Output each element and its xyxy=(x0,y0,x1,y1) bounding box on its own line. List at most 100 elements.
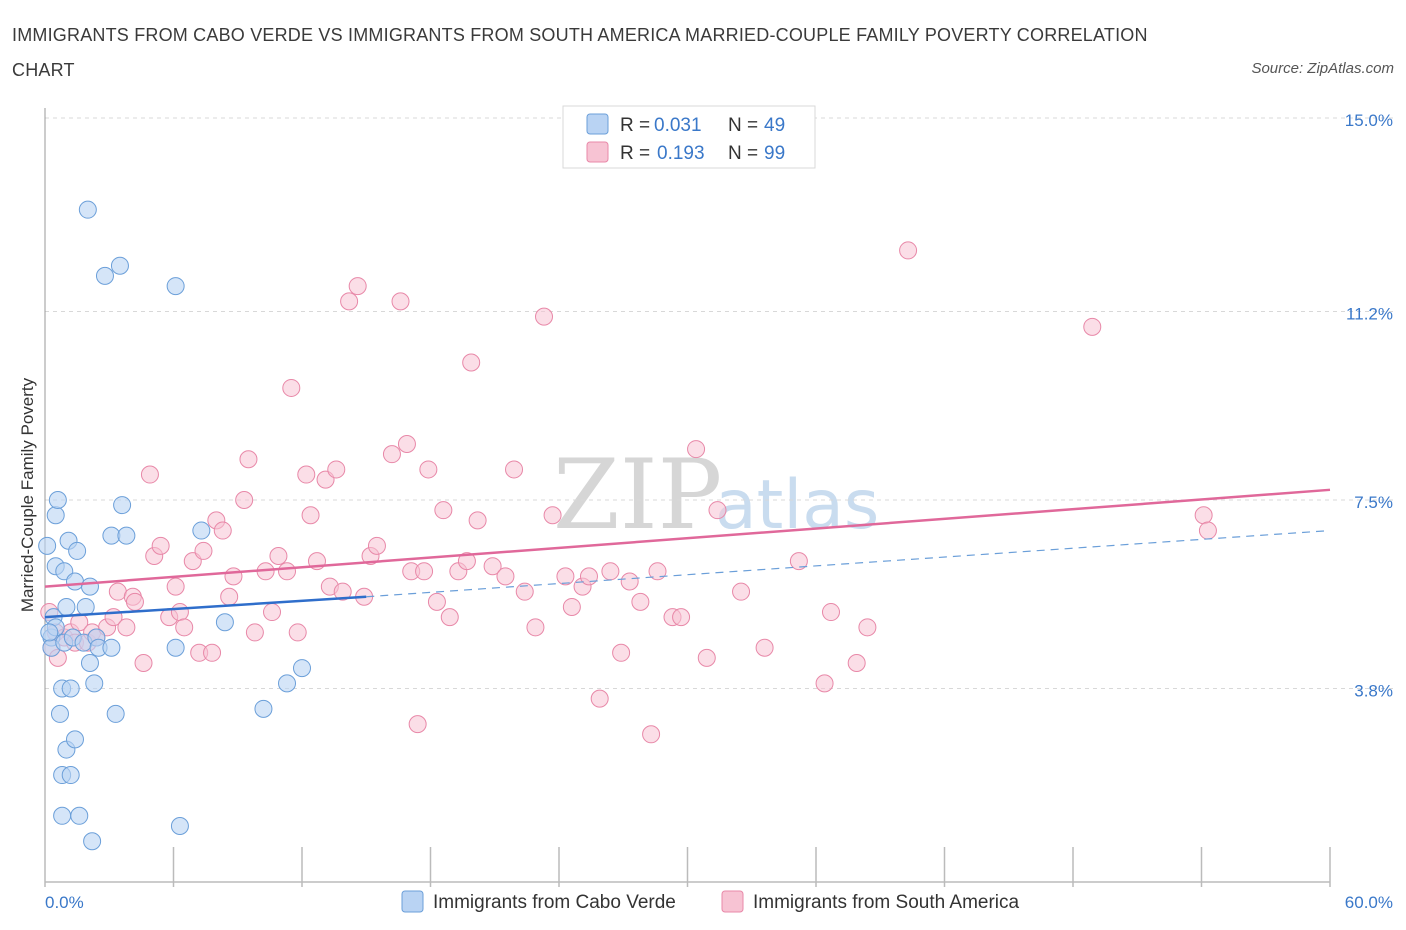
point-south-america xyxy=(419,460,438,479)
point-south-america xyxy=(440,608,459,627)
point-cabo-verde xyxy=(68,541,87,560)
point-south-america xyxy=(134,653,153,672)
point-south-america xyxy=(408,715,427,734)
y-axis-title: Married-Couple Family Poverty xyxy=(18,377,37,612)
point-south-america xyxy=(815,674,834,693)
point-cabo-verde xyxy=(102,526,121,545)
point-south-america xyxy=(397,434,416,453)
point-south-america xyxy=(245,623,264,642)
legend-n-label-blue: N = xyxy=(728,115,758,136)
point-south-america xyxy=(505,460,524,479)
legend-n-value-pink: 99 xyxy=(764,143,785,164)
point-south-america xyxy=(327,460,346,479)
point-cabo-verde xyxy=(85,674,104,693)
point-south-america xyxy=(263,603,282,622)
legend-n-label-pink: N = xyxy=(728,143,758,164)
point-cabo-verde xyxy=(254,699,273,718)
legend-box: R = 0.031 N = 49 R = 0.193 N = 99 xyxy=(562,105,816,169)
point-south-america xyxy=(235,491,254,509)
legend-r-value-blue: 0.031 xyxy=(654,115,702,136)
point-south-america xyxy=(1083,317,1102,336)
point-south-america xyxy=(642,725,661,744)
point-cabo-verde xyxy=(80,577,99,596)
point-south-america xyxy=(434,501,453,520)
point-south-america xyxy=(847,653,866,672)
point-south-america xyxy=(755,638,774,657)
point-cabo-verde xyxy=(40,623,59,642)
point-south-america xyxy=(213,521,232,540)
point-south-america xyxy=(175,618,194,637)
point-south-america xyxy=(515,582,534,601)
legend-n-value-blue: 49 xyxy=(764,115,785,136)
point-south-america xyxy=(556,567,575,586)
point-cabo-verde xyxy=(170,816,189,835)
point-south-america xyxy=(687,440,706,459)
trend-line-south-america xyxy=(44,488,1331,588)
point-south-america xyxy=(203,643,222,662)
point-south-america xyxy=(620,572,639,591)
legend-r-label-pink: R = xyxy=(620,143,650,164)
gridlines xyxy=(45,117,1393,689)
point-south-america xyxy=(194,541,213,560)
point-cabo-verde xyxy=(215,613,234,632)
point-cabo-verde xyxy=(48,491,67,509)
point-south-america xyxy=(301,506,320,525)
point-south-america xyxy=(562,597,581,616)
point-south-america xyxy=(648,562,667,581)
bottom-legend-label-blue: Immigrants from Cabo Verde xyxy=(433,892,676,913)
point-south-america xyxy=(367,536,386,555)
bottom-legend-swatch-blue xyxy=(401,890,424,913)
point-cabo-verde xyxy=(95,266,114,285)
point-south-america xyxy=(220,587,239,606)
point-south-america xyxy=(535,307,554,326)
bottom-legend-label-pink: Immigrants from South America xyxy=(753,892,1020,913)
point-south-america xyxy=(457,552,476,571)
point-cabo-verde xyxy=(38,536,57,555)
point-south-america xyxy=(348,277,367,296)
bottom-legend: Immigrants from Cabo Verde Immigrants fr… xyxy=(401,890,1020,913)
point-south-america xyxy=(590,689,609,708)
point-south-america xyxy=(483,557,502,576)
point-cabo-verde xyxy=(102,638,121,657)
trend-line-cabo-verde xyxy=(44,595,367,619)
point-south-america xyxy=(468,511,487,530)
point-cabo-verde xyxy=(278,674,297,693)
point-south-america xyxy=(166,577,185,596)
legend-swatch-blue xyxy=(586,113,609,135)
point-south-america xyxy=(821,603,840,622)
point-cabo-verde xyxy=(76,597,95,616)
y-tick-label: 15.0% xyxy=(1345,111,1393,130)
point-cabo-verde xyxy=(117,526,136,545)
point-south-america xyxy=(140,465,159,484)
point-south-america xyxy=(415,562,434,581)
point-south-america xyxy=(612,643,631,662)
y-tick-labels: 3.8% 7.5% 11.2% 15.0% xyxy=(1345,111,1393,700)
point-south-america xyxy=(382,445,401,464)
point-south-america xyxy=(278,562,297,581)
point-south-america xyxy=(239,450,258,469)
point-south-america xyxy=(391,292,410,311)
watermark-atlas: atlas xyxy=(715,466,879,545)
point-south-america xyxy=(697,648,716,667)
point-cabo-verde xyxy=(65,572,84,591)
point-south-america xyxy=(125,592,144,611)
point-south-america xyxy=(340,292,359,311)
x-tick-label-min: 0.0% xyxy=(45,893,84,912)
point-south-america xyxy=(427,592,446,611)
legend-r-value-pink: 0.193 xyxy=(657,143,705,164)
point-cabo-verde xyxy=(80,653,99,672)
point-cabo-verde xyxy=(110,256,129,275)
y-tick-label: 7.5% xyxy=(1354,493,1393,512)
x-ticks xyxy=(44,847,1331,887)
point-south-america xyxy=(269,547,288,566)
y-tick-label: 11.2% xyxy=(1346,305,1393,324)
point-south-america xyxy=(117,618,136,637)
y-tick-label: 3.8% xyxy=(1354,681,1393,700)
point-south-america xyxy=(789,552,808,571)
point-cabo-verde xyxy=(65,730,84,749)
point-south-america xyxy=(288,623,307,642)
point-south-america xyxy=(526,618,545,637)
point-cabo-verde xyxy=(293,659,311,678)
point-south-america xyxy=(282,378,301,397)
